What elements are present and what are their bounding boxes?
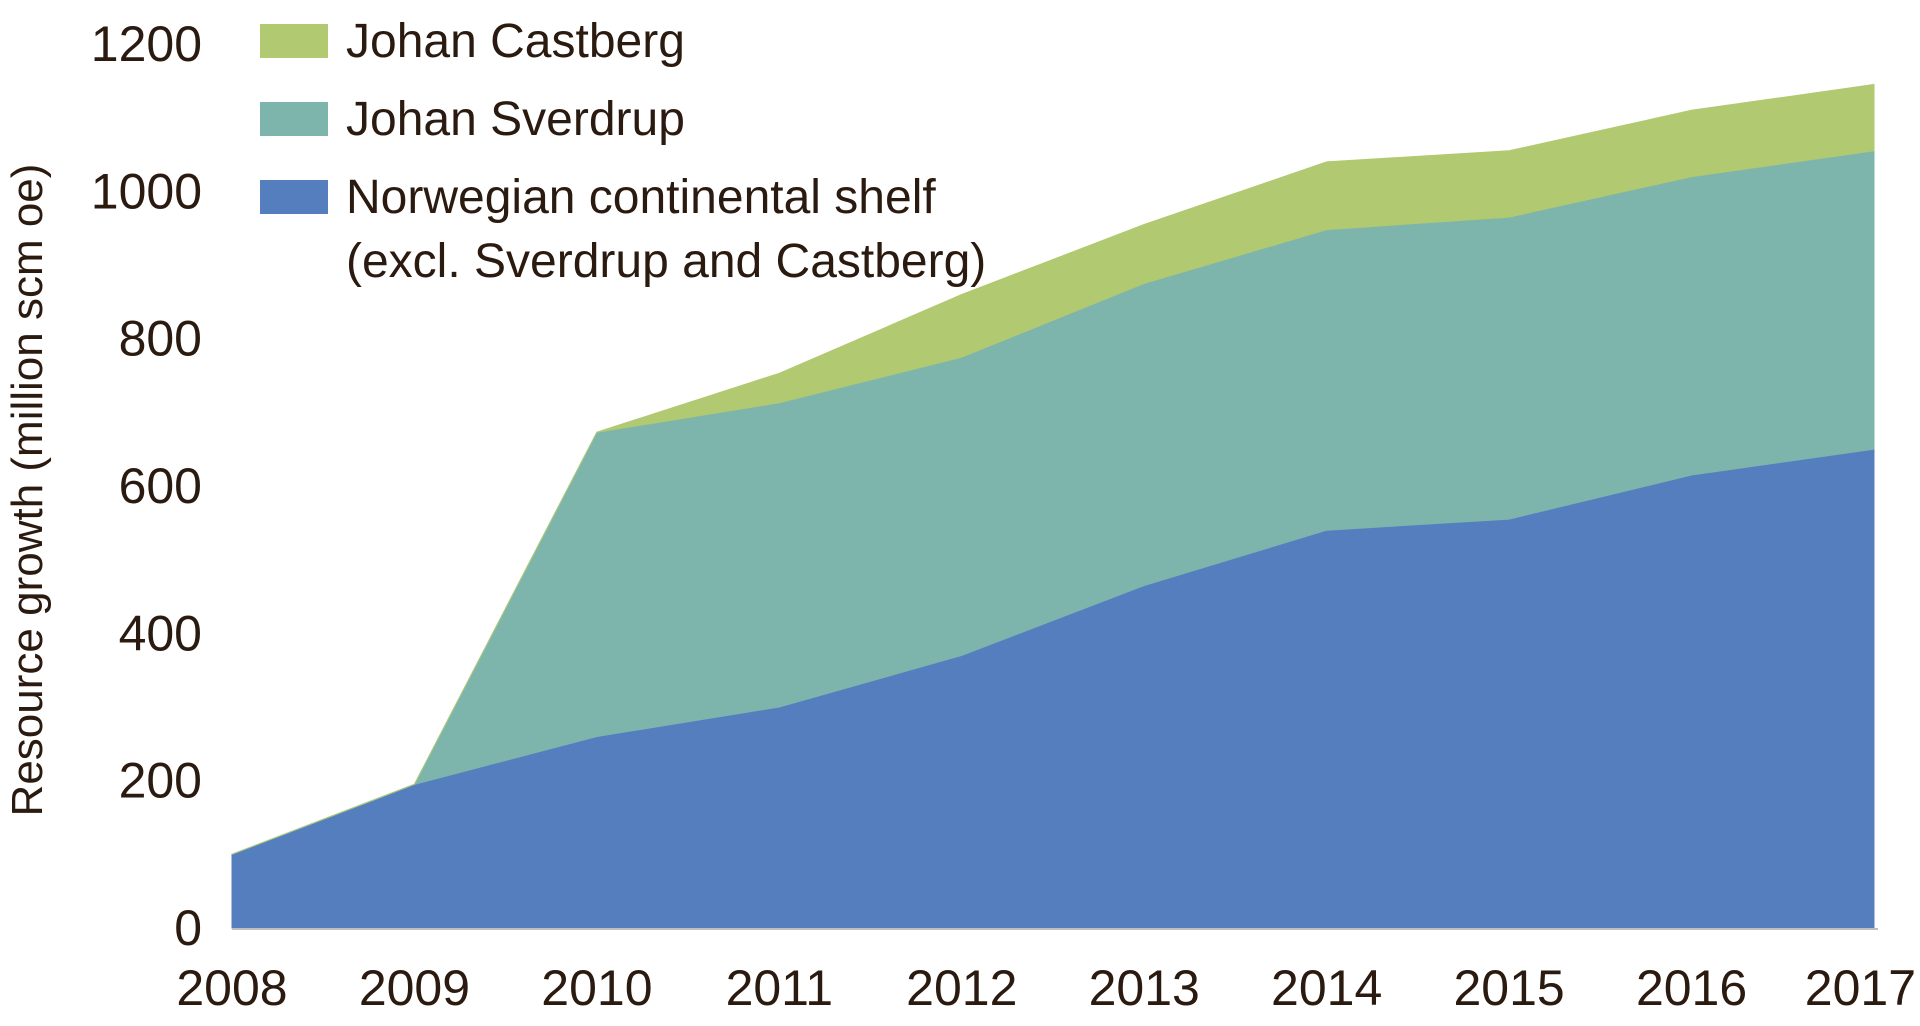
legend: Johan Castberg Johan Sverdrup Norwegian co… <box>260 15 986 288</box>
y-axis-ticks: 0 200 400 600 800 1000 1200 <box>91 16 202 956</box>
x-tick-label: 2012 <box>906 960 1017 1016</box>
x-tick-label: 2013 <box>1089 960 1200 1016</box>
y-axis-title: Resource growth (million scm oe) <box>3 164 52 817</box>
legend-swatch <box>260 102 328 136</box>
legend-label: Johan Castberg <box>346 15 685 68</box>
x-tick-label: 2010 <box>541 960 652 1016</box>
y-tick-label: 800 <box>119 311 202 367</box>
y-tick-label: 1200 <box>91 16 202 72</box>
legend-item: Johan Castberg <box>260 15 685 68</box>
y-tick-label: 400 <box>119 605 202 661</box>
x-tick-label: 2008 <box>176 960 287 1016</box>
legend-item: Johan Sverdrup <box>260 93 685 146</box>
y-tick-label: 600 <box>119 458 202 514</box>
areas-layer <box>231 83 1875 929</box>
y-tick-label: 0 <box>174 900 202 956</box>
x-tick-label: 2009 <box>359 960 470 1016</box>
x-axis-ticks: 2008 2009 2010 2011 2012 2013 2014 2015 2016 2017 <box>176 960 1916 1016</box>
x-tick-label: 2011 <box>726 960 834 1016</box>
legend-label: Norwegian continental shelf <box>346 171 936 224</box>
y-tick-label: 200 <box>119 753 202 809</box>
legend-label: Johan Sverdrup <box>346 93 685 146</box>
legend-swatch <box>260 180 328 214</box>
x-tick-label: 2017 <box>1805 960 1916 1016</box>
y-tick-label: 1000 <box>91 163 202 219</box>
legend-swatch <box>260 24 328 58</box>
legend-item: Norwegian continental shelf (excl. Sverdr… <box>260 171 986 288</box>
area-series-2 <box>231 83 1875 855</box>
x-tick-label: 2016 <box>1636 960 1747 1016</box>
legend-label-line2: (excl. Sverdrup and Castberg) <box>346 235 986 288</box>
x-tick-label: 2015 <box>1453 960 1564 1016</box>
x-tick-label: 2014 <box>1271 960 1382 1016</box>
